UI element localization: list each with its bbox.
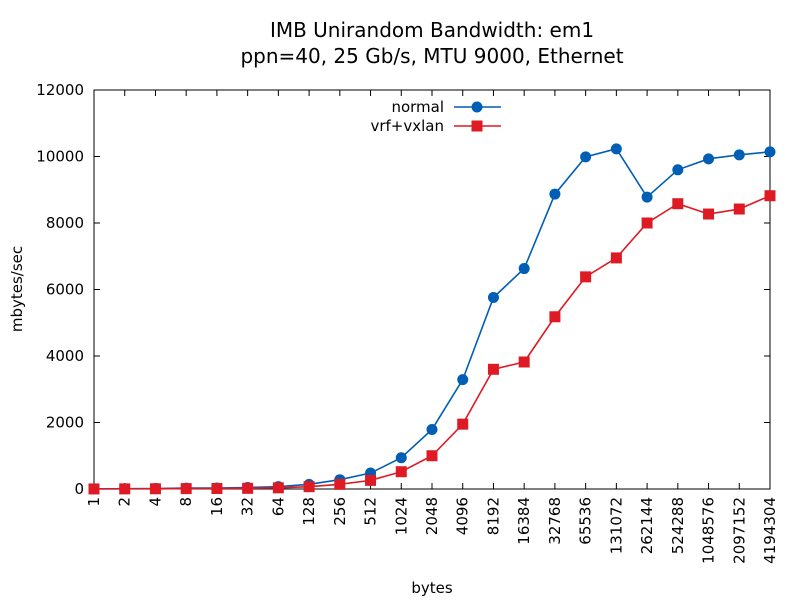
data-point-normal [764, 146, 776, 158]
ticks: 0 2000 4000 6000 8000 10000 12000 1 2 4 8 16 32 64 128… [36, 81, 779, 564]
data-point-vrf-vxlan [272, 482, 284, 494]
x-tick-label: 64 [269, 497, 287, 516]
x-axis-label: bytes [411, 579, 453, 597]
x-tick-label: 512 [362, 497, 380, 526]
y-tick-label: 8000 [46, 214, 84, 232]
data-point-vrf-vxlan [426, 450, 438, 462]
x-tick-label: 1048576 [700, 497, 718, 564]
y-axis-label: mbytes/sec [8, 246, 26, 332]
x-tick-label: 262144 [638, 497, 656, 554]
data-point-vrf-vxlan [334, 478, 346, 490]
legend-marker-normal [471, 101, 483, 113]
legend-label-normal: normal [391, 98, 444, 116]
data-point-normal [733, 149, 745, 161]
x-tick-label: 32768 [546, 497, 564, 545]
chart-title: IMB Unirandom Bandwidth: em1 [270, 18, 594, 42]
series-line-vrf-vxlan [93, 195, 771, 490]
data-point-vrf-vxlan [641, 217, 653, 229]
y-tick-label: 4000 [46, 347, 84, 365]
x-tick-label: 4096 [454, 497, 472, 535]
series-normal [88, 143, 776, 495]
x-tick-label: 256 [331, 497, 349, 526]
data-point-normal [580, 151, 592, 163]
series-layer [88, 143, 776, 495]
x-tick-label: 131072 [607, 497, 625, 554]
data-point-normal [703, 153, 715, 165]
data-point-vrf-vxlan [487, 363, 499, 375]
data-point-vrf-vxlan [211, 483, 223, 495]
data-point-vrf-vxlan [88, 483, 100, 495]
x-tick-label: 16384 [515, 497, 533, 545]
data-point-vrf-vxlan [395, 466, 407, 478]
x-tick-label: 2 [116, 497, 134, 507]
data-point-vrf-vxlan [518, 356, 530, 368]
y-tick-label: 0 [74, 480, 84, 498]
data-point-normal [457, 374, 469, 386]
x-tick-label: 32 [239, 497, 257, 516]
x-tick-label: 524288 [669, 497, 687, 554]
data-point-vrf-vxlan [764, 190, 776, 202]
series-vrf-vxlan [88, 190, 776, 495]
data-point-vrf-vxlan [672, 198, 684, 210]
data-point-vrf-vxlan [610, 252, 622, 264]
data-point-vrf-vxlan [365, 474, 377, 486]
data-point-normal [610, 143, 622, 155]
data-point-vrf-vxlan [580, 271, 592, 283]
legend-marker-vrf-vxlan [471, 120, 483, 132]
y-tick-label: 6000 [46, 281, 84, 299]
data-point-vrf-vxlan [119, 483, 131, 495]
data-point-normal [395, 452, 407, 464]
data-point-normal [518, 263, 530, 275]
data-point-vrf-vxlan [242, 482, 254, 494]
x-tick-label: 16 [208, 497, 226, 516]
x-tick-label: 4 [146, 497, 164, 507]
data-point-normal [672, 164, 684, 176]
x-tick-label: 128 [300, 497, 318, 526]
data-point-vrf-vxlan [149, 483, 161, 495]
data-point-normal [487, 291, 499, 303]
x-tick-label: 8192 [484, 497, 502, 535]
data-point-vrf-vxlan [457, 418, 469, 430]
legend-label-vrf-vxlan: vrf+vxlan [370, 117, 444, 135]
data-point-vrf-vxlan [703, 208, 715, 220]
data-point-vrf-vxlan [303, 481, 315, 493]
x-tick-label: 2048 [423, 497, 441, 535]
y-tick-label: 2000 [46, 414, 84, 432]
data-point-normal [426, 423, 438, 435]
x-tick-label: 1 [85, 497, 103, 507]
data-point-vrf-vxlan [549, 311, 561, 323]
data-point-vrf-vxlan [180, 483, 192, 495]
x-tick-label: 8 [177, 497, 195, 507]
data-point-vrf-vxlan [733, 203, 745, 215]
data-point-normal [641, 191, 653, 203]
x-tick-label: 2097152 [730, 497, 748, 564]
y-tick-label: 10000 [36, 148, 84, 166]
x-tick-label: 1024 [392, 497, 410, 535]
y-tick-label: 12000 [36, 81, 84, 99]
data-point-normal [549, 188, 561, 200]
series-line-normal [93, 147, 771, 490]
x-tick-label: 4194304 [761, 497, 779, 564]
chart-subtitle: ppn=40, 25 Gb/s, MTU 9000, Ethernet [240, 44, 623, 68]
x-tick-label: 65536 [577, 497, 595, 545]
